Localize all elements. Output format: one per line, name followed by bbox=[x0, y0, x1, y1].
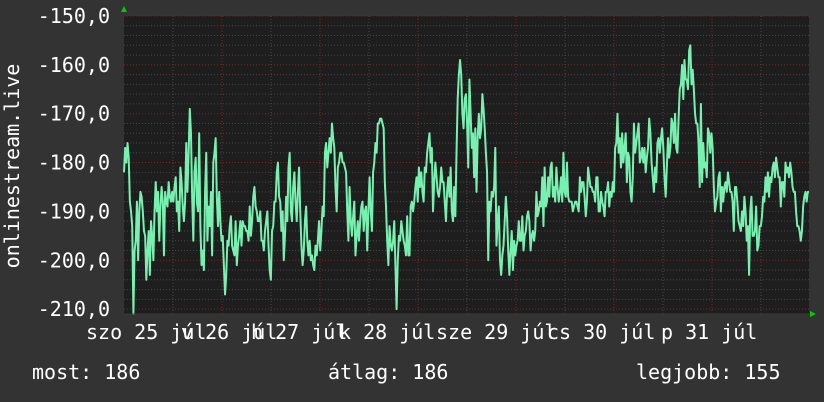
stats-bar: most: 186 átlag: 186 legjobb: 155 bbox=[0, 360, 824, 390]
x-tick-label: p 31 júl bbox=[661, 320, 757, 344]
y-tick-label: -210,0 bbox=[38, 297, 110, 321]
y-tick-label: -150,0 bbox=[38, 4, 110, 28]
plot-area bbox=[124, 16, 809, 314]
x-tick-label: v 26 júl bbox=[181, 320, 277, 344]
y-axis-labels: -150,0 -160,0 -170,0 -180,0 -190,0 -200,0 -210… bbox=[38, 4, 110, 321]
x-axis-arrow bbox=[810, 311, 816, 317]
y-tick-label: -200,0 bbox=[38, 248, 110, 272]
y-tick-label: -180,0 bbox=[38, 151, 110, 175]
stat-current: most: 186 bbox=[32, 360, 141, 384]
series-line bbox=[123, 44, 809, 315]
x-tick-label: h 27 júl bbox=[251, 320, 347, 344]
y-axis-title: onlinestream.live bbox=[0, 64, 24, 269]
y-tick-label: -160,0 bbox=[38, 53, 110, 77]
x-tick-label: cs 30 júl bbox=[547, 320, 655, 344]
stat-average: átlag: 186 bbox=[328, 360, 449, 384]
y-tick-label: -170,0 bbox=[38, 102, 110, 126]
y-tick-label: -190,0 bbox=[38, 199, 110, 223]
x-tick-label: k 28 júl bbox=[339, 320, 435, 344]
y-axis-arrow bbox=[121, 6, 127, 12]
x-tick-label: sze 29 júl bbox=[436, 320, 556, 344]
stat-best: legjobb: 155 bbox=[636, 360, 781, 384]
x-tick-label: szo 25 júl bbox=[86, 320, 206, 344]
